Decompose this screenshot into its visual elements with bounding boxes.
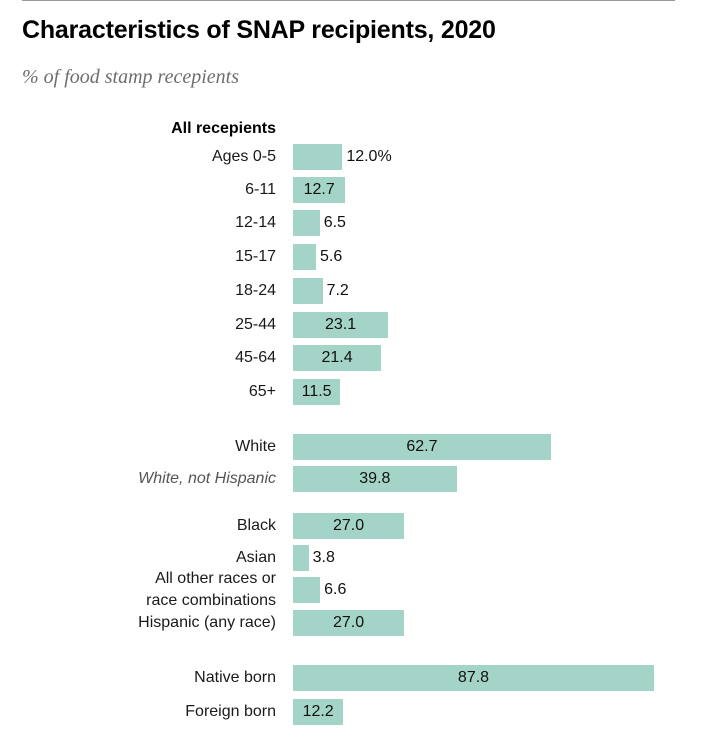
bar-25-44: [293, 312, 388, 338]
row-label-line: White, not Hispanic: [138, 470, 276, 487]
bar-15-17: [293, 244, 317, 270]
bar-foreign-born: [293, 699, 344, 725]
bar-hispanic-any-race: [293, 610, 404, 636]
chart-title: Characteristics of SNAP recipients, 2020: [22, 16, 496, 44]
value-label-45-64: 21.4: [321, 349, 353, 366]
row-label-line: Foreign born: [185, 703, 276, 720]
top-rule: [22, 0, 675, 1]
value-label-white-not-hispanic: 39.8: [359, 470, 391, 487]
row-label-15-17: 15-17: [0, 246, 276, 268]
bar-12-14: [293, 210, 320, 236]
bar-white: [293, 434, 551, 460]
row-label-black: Black: [0, 515, 276, 537]
bar-45-64: [293, 345, 381, 371]
bar-native-born: [293, 665, 654, 691]
row-label-line: Asian: [235, 549, 276, 566]
row-label-line: 12-14: [235, 214, 276, 231]
chart-subtitle: % of food stamp recepients: [22, 66, 240, 88]
row-label-line: 25-44: [235, 316, 276, 333]
row-label-white: White: [0, 436, 276, 458]
value-label-65: 11.5: [301, 383, 332, 400]
row-label-hispanic-any-race: Hispanic (any race): [0, 612, 276, 634]
bar-white-not-hispanic: [293, 466, 457, 492]
row-label-ages-0-5: Ages 0-5: [0, 146, 276, 168]
bar-6-11: [293, 177, 346, 203]
row-label-all-other-races-or-race-combinations: All other races or race combinations: [0, 568, 276, 612]
value-label-ages-0-5: 12.0%: [346, 148, 392, 165]
row-label-line: Black: [236, 517, 276, 534]
row-label-line: White: [235, 438, 276, 455]
value-label-foreign-born: 12.2: [302, 703, 334, 720]
row-label-asian: Asian: [0, 547, 276, 569]
value-label-white: 62.7: [406, 438, 438, 455]
row-label-6-11: 6-11: [0, 179, 276, 201]
bar-18-24: [293, 278, 323, 304]
row-label-18-24: 18-24: [0, 280, 276, 302]
value-label-hispanic-any-race: 27.0: [332, 614, 365, 631]
value-label-25-44: 23.1: [324, 316, 357, 333]
row-label-line: All other races or: [155, 570, 276, 587]
bar-65: [293, 379, 341, 405]
bar-black: [293, 513, 404, 539]
row-label-line: Hispanic (any race): [138, 614, 276, 631]
value-label-6-11: 12.7: [303, 181, 335, 198]
row-label-white-not-hispanic: White, not Hispanic: [0, 468, 276, 490]
value-label-asian: 3.8: [312, 549, 335, 566]
value-label-all-other-races-or-race-combinations: 6.6: [324, 581, 347, 598]
row-label-line: 18-24: [235, 282, 276, 299]
value-label-18-24: 7.2: [326, 282, 349, 299]
row-label-line: Ages 0-5: [211, 148, 276, 165]
value-label-native-born: 87.8: [457, 669, 490, 686]
row-label-12-14: 12-14: [0, 212, 276, 234]
value-label-black: 27.0: [332, 517, 365, 534]
value-label-15-17: 5.6: [320, 248, 343, 265]
row-label-line: 15-17: [235, 248, 276, 265]
row-label-line: 45-64: [235, 349, 276, 366]
row-label-line: 65+: [248, 383, 276, 400]
row-label-line: Native born: [194, 669, 276, 686]
row-label-native-born: Native born: [0, 667, 276, 689]
row-label-line: race combinations: [146, 592, 276, 609]
bar-ages-0-5: [293, 144, 343, 170]
bar-all-other-races-or-race-combinations: [293, 577, 321, 603]
row-label-65: 65+: [0, 381, 276, 403]
row-label-line: 6-11: [245, 181, 276, 198]
bar-asian: [293, 545, 309, 571]
row-label-25-44: 25-44: [0, 314, 276, 336]
row-label-foreign-born: Foreign born: [0, 701, 276, 723]
value-label-12-14: 6.5: [323, 214, 346, 231]
group-header-all-recipients: All recepients: [171, 120, 276, 137]
row-label-45-64: 45-64: [0, 347, 276, 369]
